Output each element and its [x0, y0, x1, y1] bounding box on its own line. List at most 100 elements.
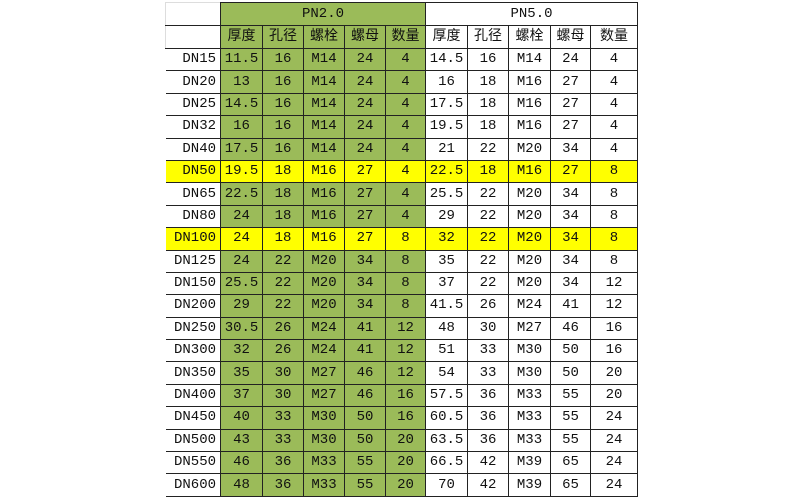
table-row: DN400 37 30 M27 46 16 57.5 36 M33 55 20 — [165, 383, 638, 408]
table-cell: 29 — [220, 294, 263, 318]
table-row: DN150 25.5 22 M20 34 8 37 22 M20 34 12 — [165, 271, 638, 296]
table-cell: M30 — [303, 406, 345, 430]
table-cell: M30 — [508, 339, 551, 363]
table-cell: M20 — [508, 204, 551, 229]
table-cell: 34 — [344, 249, 386, 273]
table-cell: 22 — [467, 182, 509, 206]
table-cell: 24 — [220, 227, 263, 251]
table-cell: 54 — [425, 361, 468, 385]
table-row: DN125 24 22 M20 34 8 35 22 M20 34 8 — [165, 249, 638, 273]
table-cell: 12 — [385, 339, 426, 363]
table-cell: 34 — [550, 227, 591, 251]
table-cell: 33 — [467, 339, 509, 363]
table-cell: 55 — [550, 428, 591, 453]
table-cell: 43 — [220, 428, 263, 453]
row-label: DN15 — [165, 47, 221, 72]
table-row: DN25 14.5 16 M14 24 4 17.5 18 M16 27 4 — [165, 92, 638, 117]
table-cell: 8 — [385, 294, 426, 318]
row-label: DN125 — [165, 249, 221, 273]
table-cell: 35 — [220, 361, 263, 385]
table-cell: 34 — [550, 249, 591, 273]
table-cell: 27 — [344, 227, 386, 251]
table-cell: M14 — [303, 47, 345, 72]
table-cell: 30.5 — [220, 316, 263, 341]
table-cell: 18 — [262, 204, 304, 229]
table-cell: 46 — [550, 316, 591, 341]
table-cell: 24 — [344, 92, 386, 117]
row-label: DN100 — [165, 227, 221, 251]
table-cell: 36 — [262, 451, 304, 475]
table-cell: 4 — [385, 204, 426, 229]
table-row: DN32 16 16 M14 24 4 19.5 18 M16 27 4 — [165, 115, 638, 139]
table-cell: M16 — [508, 92, 551, 117]
table-cell: 41.5 — [425, 294, 468, 318]
table-cell: M16 — [303, 159, 345, 184]
table-cell: M27 — [303, 361, 345, 385]
table-cell: 29 — [425, 204, 468, 229]
table-cell: M14 — [508, 47, 551, 72]
table-row: DN350 35 30 M27 46 12 54 33 M30 50 20 — [165, 361, 638, 385]
table-cell: 8 — [590, 159, 638, 184]
table-cell: 46 — [344, 361, 386, 385]
column-header: 厚度 — [220, 25, 263, 49]
column-header: 螺栓 — [303, 25, 345, 49]
table-cell: 8 — [590, 204, 638, 229]
table-cell: 16 — [385, 383, 426, 408]
table-cell: 18 — [467, 115, 509, 139]
table-row: DN20 13 16 M14 24 4 16 18 M16 27 4 — [165, 70, 638, 94]
table-cell: 12 — [385, 316, 426, 341]
table-cell: 12 — [590, 271, 638, 296]
group-header-pn50: PN5.0 — [425, 2, 638, 26]
table-cell: M30 — [508, 361, 551, 385]
row-label: DN50 — [165, 159, 221, 184]
table-cell: 16 — [262, 70, 304, 94]
table-cell: 4 — [385, 70, 426, 94]
table-cell: M39 — [508, 451, 551, 475]
table-row: DN200 29 22 M20 34 8 41.5 26 M24 41 12 — [165, 294, 638, 318]
table-cell: 36 — [262, 473, 304, 497]
table-cell: M20 — [508, 137, 551, 161]
table-cell: 8 — [385, 271, 426, 296]
table-cell: M27 — [303, 383, 345, 408]
row-label: DN200 — [165, 294, 221, 318]
row-label: DN25 — [165, 92, 221, 117]
table-cell: 24 — [344, 137, 386, 161]
table-cell: M16 — [303, 227, 345, 251]
table-cell: 4 — [385, 182, 426, 206]
table-cell: 34 — [344, 294, 386, 318]
table-row: DN50 19.5 18 M16 27 4 22.5 18 M16 27 8 — [165, 159, 638, 184]
table-cell: 25.5 — [425, 182, 468, 206]
table-row: DN65 22.5 18 M16 27 4 25.5 22 M20 34 8 — [165, 182, 638, 206]
table-cell: 34 — [550, 182, 591, 206]
column-header: 孔径 — [467, 25, 509, 49]
row-label: DN300 — [165, 339, 221, 363]
table-cell: 17.5 — [220, 137, 263, 161]
column-header: 孔径 — [262, 25, 304, 49]
table-cell: 11.5 — [220, 47, 263, 72]
table-cell: M16 — [303, 182, 345, 206]
table-row: DN600 48 36 M33 55 20 70 42 M39 65 24 — [165, 473, 638, 497]
table-cell: 21 — [425, 137, 468, 161]
table-cell: 66.5 — [425, 451, 468, 475]
row-label: DN80 — [165, 204, 221, 229]
table-cell: M33 — [508, 383, 551, 408]
table-cell: M16 — [508, 70, 551, 94]
table-cell: M14 — [303, 70, 345, 94]
table-cell: 36 — [467, 383, 509, 408]
column-header: 螺母 — [550, 25, 591, 49]
table-cell: M24 — [508, 294, 551, 318]
table-cell: 13 — [220, 70, 263, 94]
table-cell: 32 — [425, 227, 468, 251]
table-cell: 4 — [385, 159, 426, 184]
row-label: DN350 — [165, 361, 221, 385]
table-cell: 16 — [262, 92, 304, 117]
table-cell: 60.5 — [425, 406, 468, 430]
table-cell: 37 — [425, 271, 468, 296]
table-cell: M27 — [508, 316, 551, 341]
table-cell: 16 — [220, 115, 263, 139]
table-cell: M16 — [303, 204, 345, 229]
row-label: DN65 — [165, 182, 221, 206]
table-cell: 22 — [262, 294, 304, 318]
table-cell: M33 — [303, 473, 345, 497]
table-cell: 4 — [385, 92, 426, 117]
